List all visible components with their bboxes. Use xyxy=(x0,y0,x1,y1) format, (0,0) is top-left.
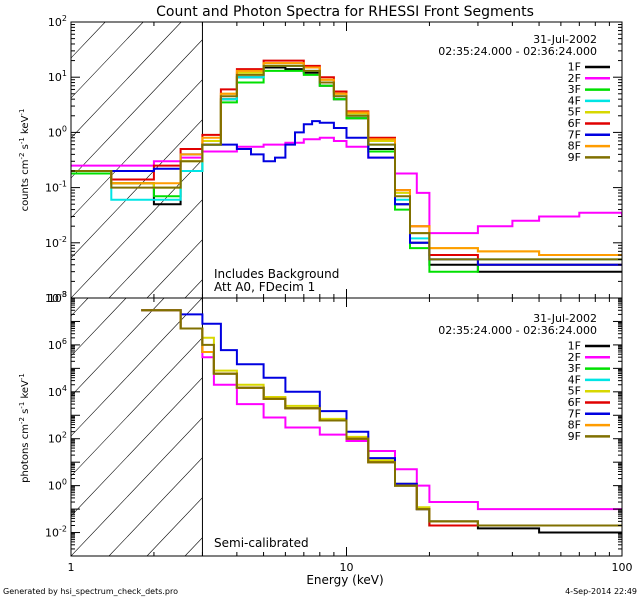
legend-label: 6F xyxy=(568,396,581,409)
count-series xyxy=(71,59,622,273)
hatch-line xyxy=(0,298,12,556)
footer-generator: Generated by hsi_spectrum_check_dets.pro xyxy=(3,587,178,596)
legend-label: 9F xyxy=(568,151,581,164)
hatch-mask xyxy=(202,298,622,556)
legend-label: 6F xyxy=(568,117,581,130)
y-tick-label: 100 xyxy=(48,124,67,139)
figure-title: Count and Photon Spectra for RHESSI Fron… xyxy=(156,4,534,20)
hatch-line xyxy=(71,22,106,59)
legend-label: 3F xyxy=(568,83,581,96)
hatch-line xyxy=(71,298,203,437)
legend-label: 9F xyxy=(568,430,581,443)
hatch-line xyxy=(71,298,241,477)
y-tick-label: 10-2 xyxy=(45,235,67,250)
count-panel: 10-3 10-2 10-1 100 101 102 31-Jul-2002 02:35:… xyxy=(0,14,623,305)
legend-label: 1F xyxy=(568,61,581,74)
series-line-9F xyxy=(71,64,622,261)
y-tick-label: 101 xyxy=(48,69,67,84)
legend-label: 1F xyxy=(568,340,581,353)
count-ylabel: counts cm-2 s-1 keV-1 xyxy=(18,109,31,212)
hatch-line xyxy=(71,22,182,139)
x-axis-label: Energy (keV) xyxy=(306,573,383,587)
hatch-line xyxy=(71,298,127,357)
series-line-2F xyxy=(141,309,622,511)
legend-label: 2F xyxy=(568,72,581,85)
hatch-line xyxy=(0,22,67,298)
y-tick-label: 106 xyxy=(48,337,67,352)
y-tick-label: 10-1 xyxy=(45,180,67,195)
y-tick-label: 100 xyxy=(48,478,67,493)
legend-label: 7F xyxy=(568,407,581,420)
annotation-background: Includes Background xyxy=(214,267,339,281)
legend-label: 5F xyxy=(568,385,581,398)
photon-time-range: 02:35:24.000 - 02:36:24.000 xyxy=(438,324,597,337)
y-tick-label: 108 xyxy=(48,290,67,305)
legend-label: 4F xyxy=(568,373,581,386)
y-tick-label: 102 xyxy=(48,431,67,446)
hatch-line xyxy=(71,22,220,179)
count-hatch xyxy=(0,22,622,298)
count-axes: 10-3 10-2 10-1 100 101 102 xyxy=(45,14,623,305)
x-tick-label: 1 xyxy=(68,561,75,574)
y-tick-label: 10-2 xyxy=(45,525,67,540)
legend-label: 3F xyxy=(568,362,581,375)
legend-label: 8F xyxy=(568,140,581,153)
legend-label: 4F xyxy=(568,94,581,107)
photon-series xyxy=(141,309,622,534)
y-tick-label: 10-3 xyxy=(45,290,67,305)
hatch-line xyxy=(71,22,144,99)
photon-hatch xyxy=(0,298,622,556)
legend-label: 5F xyxy=(568,106,581,119)
legend-label: 7F xyxy=(568,128,581,141)
photon-ylabel: photons cm-2 s-1 keV-1 xyxy=(18,373,31,483)
hatch-line xyxy=(71,298,89,317)
y-tick-label: 104 xyxy=(48,384,67,399)
annotation-semi-calibrated: Semi-calibrated xyxy=(214,536,309,550)
series-line-9F xyxy=(141,309,622,527)
legend-label: 2F xyxy=(568,351,581,364)
photon-date: 31-Jul-2002 xyxy=(533,312,597,325)
photon-ylabel-group: photons cm-2 s-1 keV-1 xyxy=(18,373,31,483)
y-tick-label: 102 xyxy=(48,14,67,29)
legend-label: 8F xyxy=(568,419,581,432)
annotation-attenuator: Att A0, FDecim 1 xyxy=(214,280,315,294)
count-ylabel-group: counts cm-2 s-1 keV-1 xyxy=(18,109,31,212)
x-tick-label: 100 xyxy=(612,561,633,574)
x-tick-label: 10 xyxy=(340,561,354,574)
footer-timestamp: 4-Sep-2014 22:49 xyxy=(565,587,637,596)
count-date: 31-Jul-2002 xyxy=(533,33,597,46)
hatch-line xyxy=(71,298,165,397)
count-time-range: 02:35:24.000 - 02:36:24.000 xyxy=(438,45,597,58)
